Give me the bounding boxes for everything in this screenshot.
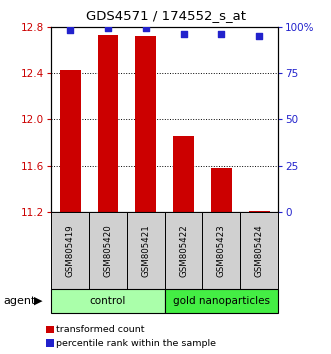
Text: GSM805424: GSM805424 (255, 224, 264, 277)
Text: GSM805419: GSM805419 (66, 224, 75, 277)
Bar (127, 212, 165, 289)
Text: control: control (90, 296, 126, 306)
Text: agent: agent (3, 296, 36, 306)
Text: gold nanoparticles: gold nanoparticles (173, 296, 270, 306)
Bar (249, 211, 269, 212)
Point (105, 25, 111, 31)
Point (68, 28, 73, 33)
Bar (165, 212, 203, 289)
Text: GDS4571 / 174552_s_at: GDS4571 / 174552_s_at (85, 9, 246, 22)
Bar (211, 168, 232, 212)
Text: ▶: ▶ (34, 296, 42, 306)
Bar (173, 136, 194, 212)
Bar (135, 36, 156, 212)
Point (257, 33, 262, 39)
Text: GSM805423: GSM805423 (217, 224, 226, 277)
Point (143, 25, 148, 31)
Bar (60, 69, 80, 212)
Bar (89, 212, 127, 289)
Bar (51, 212, 89, 289)
Text: GSM805421: GSM805421 (141, 224, 150, 277)
Bar (203, 212, 240, 289)
Text: GSM805422: GSM805422 (179, 224, 188, 277)
Text: GSM805420: GSM805420 (104, 224, 113, 277)
Point (219, 31, 224, 37)
Point (181, 31, 186, 37)
Bar (98, 35, 118, 212)
Text: percentile rank within the sample: percentile rank within the sample (56, 338, 216, 348)
Bar (240, 212, 278, 289)
Bar (165, 289, 278, 313)
Text: transformed count: transformed count (56, 325, 145, 334)
Bar (51, 289, 165, 313)
